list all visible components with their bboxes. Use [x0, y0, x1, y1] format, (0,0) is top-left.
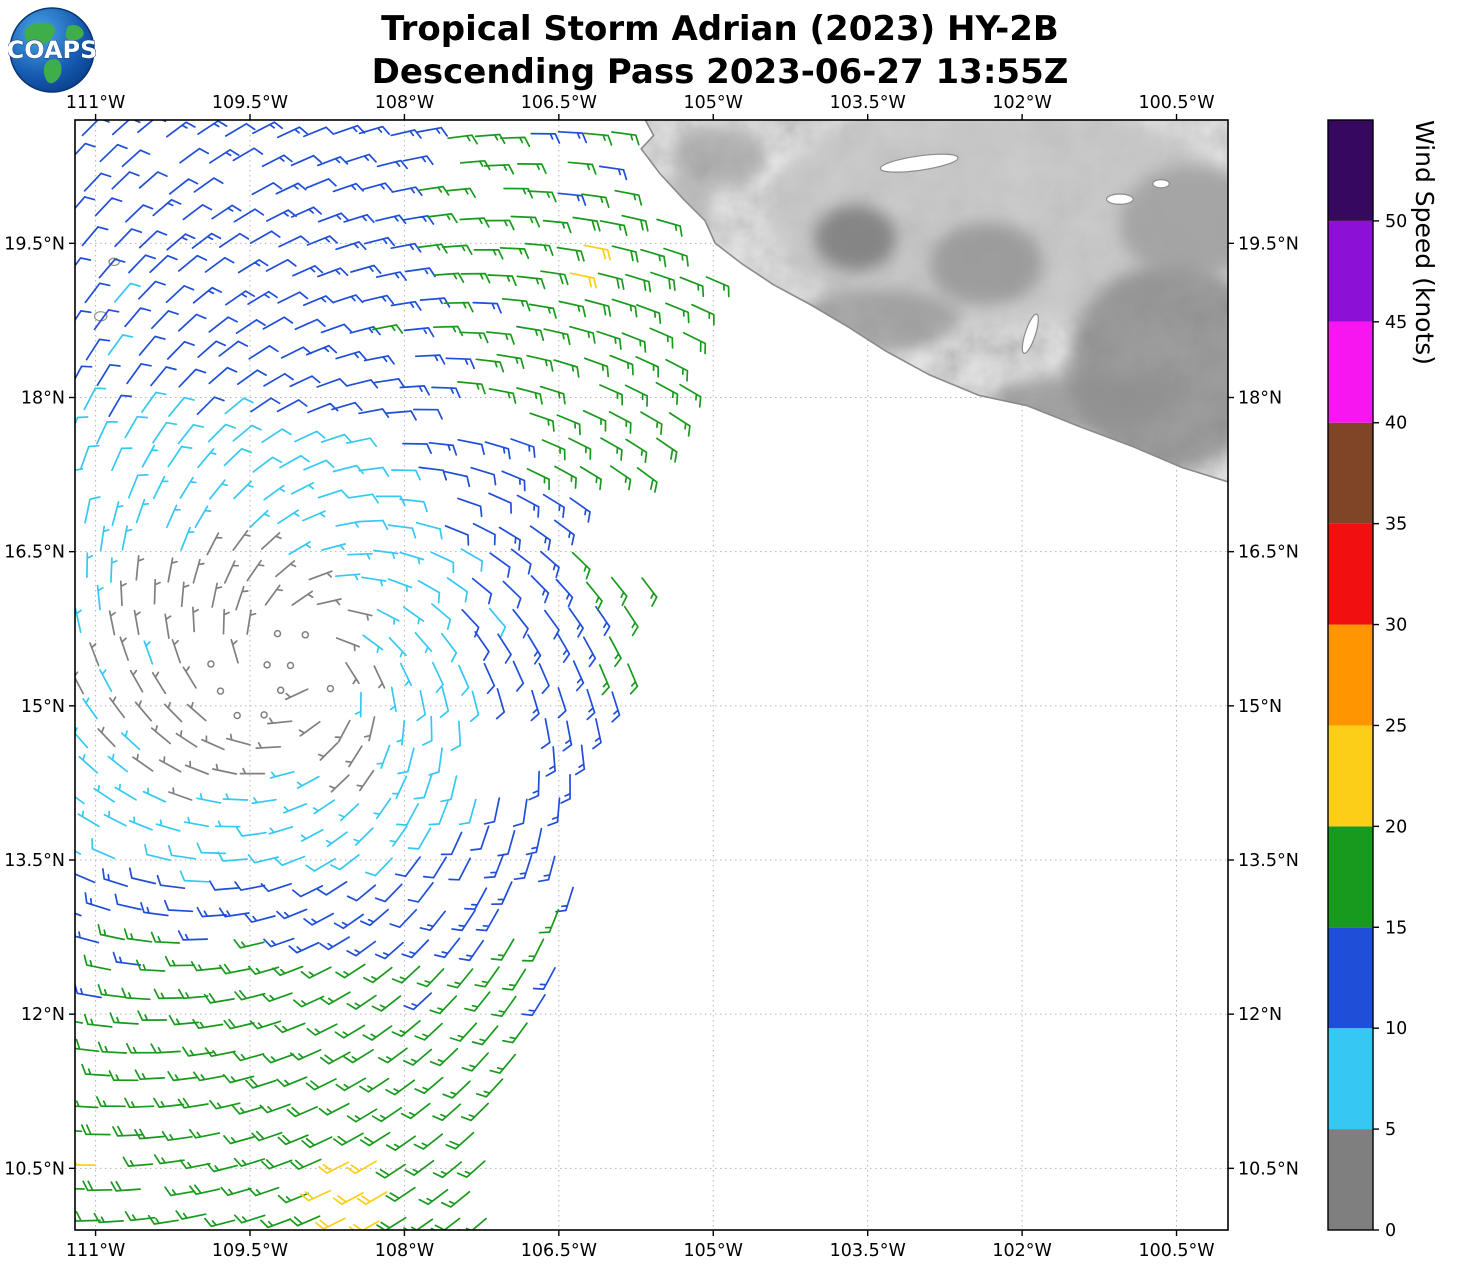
wind-barbs-speed-bin-0-5kt [75, 529, 386, 801]
lake-outline [1021, 313, 1039, 354]
y-tick-label-left: 15°N [21, 697, 65, 717]
y-tick-label-right: 19.5°N [1238, 234, 1299, 254]
colorbar-segment-5-10 [1328, 1028, 1373, 1130]
lake-outline [879, 153, 959, 173]
y-tick-label-left: 19.5°N [4, 234, 65, 254]
y-tick-label-right: 13.5°N [1238, 851, 1299, 871]
y-tick-label-right: 15°N [1238, 697, 1282, 717]
y-tick-label-left: 10.5°N [4, 1159, 65, 1179]
y-tick-label-left: 13.5°N [4, 851, 65, 871]
wind-barbs-speed-bin-20-25kt [75, 244, 611, 1230]
globe-continent-east [65, 25, 84, 41]
terrain-shade-spot [672, 125, 765, 187]
globe-continent-north [24, 22, 55, 46]
coastline-path [640, 120, 1228, 483]
wind-barbs-speed-bin-15-20kt [75, 131, 730, 1230]
colorbar-tick-label: 5 [1385, 1120, 1396, 1140]
colorbar-tick-label: 25 [1385, 716, 1407, 736]
colorbar-segment-25-30 [1328, 624, 1373, 726]
x-tick-label-top: 100.5°W [1138, 93, 1214, 113]
colorbar-tick-label: 45 [1385, 313, 1407, 333]
colorbar-segment-50-55 [1328, 120, 1373, 221]
colorbar-frame [1327, 119, 1374, 1231]
x-tick-label-top: 111°W [66, 93, 125, 113]
colorbar-segment-15-20 [1328, 826, 1373, 928]
x-tick-label-top: 103.5°W [830, 93, 906, 113]
colorbar-segment-20-25 [1328, 725, 1373, 827]
y-tick-label-left: 16.5°N [4, 543, 65, 563]
terrain-shade-spot [764, 120, 1228, 326]
x-tick-label-top: 102°W [992, 93, 1051, 113]
colorbar-tick-label: 40 [1385, 414, 1407, 434]
colorbar-tick-label: 0 [1385, 1221, 1396, 1241]
terrain-shade-spot [1068, 263, 1228, 470]
x-tick-label-bottom: 106.5°W [521, 1241, 597, 1261]
y-tick-label-right: 12°N [1238, 1005, 1282, 1025]
axis-ticks-and-labels: 111°W 111°W 109.5°W 109.5°W 108°W 108°W 106.5°… [4, 93, 1299, 1261]
terrain-shade-spot [795, 289, 961, 352]
lake-outline [1152, 179, 1170, 189]
colorbar-segment-0-5 [1328, 1129, 1373, 1230]
logo-text: COAPS [8, 36, 96, 64]
x-tick-label-bottom: 100.5°W [1138, 1241, 1214, 1261]
x-tick-label-bottom: 111°W [66, 1241, 125, 1261]
terrain-shade-spot [1119, 166, 1228, 280]
colorbar-tick-label: 30 [1385, 616, 1407, 636]
calm-wind-circles [207, 629, 335, 720]
terrain-shade-spot [929, 222, 1043, 305]
x-tick-label-bottom: 109.5°W [212, 1241, 288, 1261]
coaps-globe: COAPS [6, 7, 98, 93]
colorbar: 0 5 10 15 20 25 30 35 40 45 50 [1327, 119, 1407, 1241]
x-tick-label-top: 106.5°W [521, 93, 597, 113]
colorbar-tick-label: 20 [1385, 817, 1407, 837]
wind-barbs-layer [75, 120, 730, 1230]
colorbar-segment-45-50 [1328, 220, 1373, 322]
globe-continent-south [43, 59, 62, 84]
wind-barbs-speed-bin-10-15kt [75, 120, 628, 1017]
y-tick-label-right: 18°N [1238, 389, 1282, 409]
x-tick-label-bottom: 103.5°W [830, 1241, 906, 1261]
x-tick-label-top: 108°W [375, 93, 434, 113]
x-tick-label-bottom: 105°W [684, 1241, 743, 1261]
x-tick-label-bottom: 108°W [375, 1241, 434, 1261]
x-tick-label-bottom: 102°W [992, 1241, 1051, 1261]
colorbar-segment-10-15 [1328, 927, 1373, 1029]
wind-barbs-speed-bin-5-10kt [75, 282, 507, 883]
y-tick-label-right: 16.5°N [1238, 543, 1299, 563]
terrain-shade-spot [991, 373, 1177, 432]
x-tick-label-top: 105°W [684, 93, 743, 113]
y-tick-label-right: 10.5°N [1238, 1159, 1299, 1179]
colorbar-tick-label: 15 [1385, 918, 1407, 938]
colorbar-label: Wind Speed (knots) [1410, 120, 1439, 366]
colorbar-tick-label: 10 [1385, 1019, 1407, 1039]
colorbar-segment-40-45 [1328, 321, 1373, 423]
axes-frame [74, 119, 1229, 1231]
coaps-logo: COAPS [6, 6, 98, 94]
y-tick-label-left: 12°N [21, 1005, 65, 1025]
colorbar-tick-label: 35 [1385, 515, 1407, 535]
title-line-2: Descending Pass 2023-06-27 13:55Z [371, 51, 1069, 92]
terrain-shade-spot [814, 205, 897, 272]
y-tick-label-left: 18°N [21, 389, 65, 409]
colorbar-tick-label: 50 [1385, 212, 1407, 232]
lakes-islands-layer [93, 153, 1170, 354]
x-tick-label-top: 109.5°W [212, 93, 288, 113]
colorbar-segment-30-35 [1328, 523, 1373, 625]
plot-title: Tropical Storm Adrian (2023) HY-2B Desce… [0, 8, 1440, 93]
colorbar-segment-35-40 [1328, 422, 1373, 524]
lake-outline [1105, 193, 1134, 205]
title-line-1: Tropical Storm Adrian (2023) HY-2B [381, 9, 1059, 49]
